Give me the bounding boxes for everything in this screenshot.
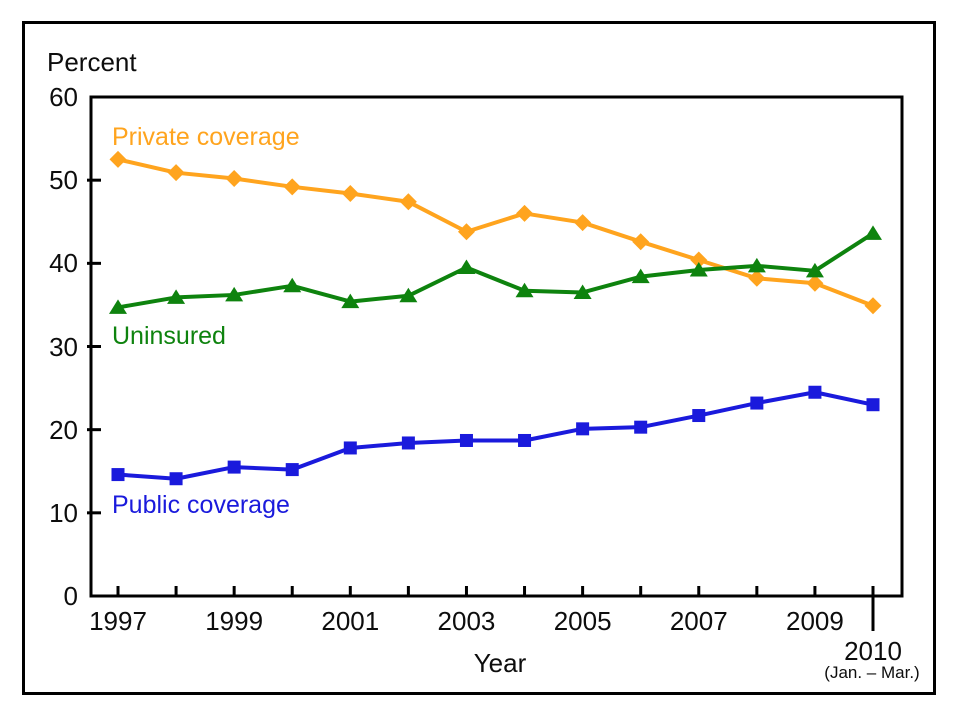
uninsured-line xyxy=(117,231,875,310)
x-axis-ticks xyxy=(116,586,875,631)
data-point xyxy=(631,268,650,284)
x-tick-label-2005: 2005 xyxy=(553,606,612,636)
data-point xyxy=(399,193,417,211)
data-point xyxy=(574,214,592,232)
public-coverage-line xyxy=(117,390,874,481)
y-tick-label-60: 60 xyxy=(49,82,78,112)
y-axis-ticks xyxy=(87,178,101,515)
uninsured-markers xyxy=(109,225,882,314)
data-point xyxy=(864,297,882,315)
data-point xyxy=(225,286,244,302)
private-coverage-line xyxy=(117,157,874,308)
y-tick-label-20: 20 xyxy=(49,414,78,445)
data-point xyxy=(169,472,183,486)
data-point xyxy=(225,170,243,188)
data-point xyxy=(283,277,302,293)
x-tick-sublabel-jan-mar: (Jan. – Mar.) xyxy=(824,663,920,682)
data-point xyxy=(341,293,360,309)
data-point xyxy=(401,436,415,450)
data-point xyxy=(573,284,592,299)
data-point xyxy=(747,257,766,273)
y-tick-label-40: 40 xyxy=(49,248,78,279)
data-point xyxy=(515,282,534,298)
data-point xyxy=(285,463,299,477)
data-point xyxy=(167,289,186,304)
data-point xyxy=(167,164,185,182)
data-point xyxy=(805,262,824,278)
data-point xyxy=(632,233,650,251)
data-point xyxy=(399,287,418,303)
x-tick-label-1997: 1997 xyxy=(89,606,147,636)
data-point xyxy=(634,420,648,434)
data-point xyxy=(518,433,532,447)
x-tick-label-2001: 2001 xyxy=(321,606,380,636)
data-point xyxy=(863,225,882,240)
data-point xyxy=(109,299,127,314)
private-coverage-markers xyxy=(109,150,882,315)
y-tick-label-30: 30 xyxy=(49,331,78,362)
data-point xyxy=(227,460,241,474)
series-public-coverage xyxy=(111,385,880,486)
x-axis-title: Year xyxy=(473,648,527,678)
data-point xyxy=(750,396,764,410)
data-point xyxy=(748,269,766,287)
figure-frame xyxy=(22,21,936,695)
y-axis-title: Percent xyxy=(47,47,137,77)
data-point xyxy=(341,184,359,202)
series-uninsured xyxy=(109,225,882,314)
public-coverage-markers xyxy=(111,385,880,486)
x-tick-label-2009: 2009 xyxy=(786,606,844,636)
x-tick-label-2003: 2003 xyxy=(437,606,496,636)
data-point xyxy=(576,422,590,436)
series-label-uninsured: Uninsured xyxy=(112,322,226,350)
data-point xyxy=(111,468,125,482)
data-point xyxy=(343,441,357,455)
data-point xyxy=(808,385,822,399)
data-point xyxy=(689,261,708,277)
series-label-private-coverage: Private coverage xyxy=(112,123,300,151)
data-point xyxy=(283,178,301,196)
data-point xyxy=(459,433,473,447)
x-tick-label-2010: 2010 xyxy=(844,636,902,666)
data-point xyxy=(109,150,127,168)
data-point xyxy=(457,223,475,241)
x-tick-label-1999: 1999 xyxy=(205,606,264,636)
data-point xyxy=(806,274,824,292)
x-tick-label-2007: 2007 xyxy=(669,606,728,636)
data-point xyxy=(516,204,534,222)
y-tick-label-10: 10 xyxy=(49,497,78,528)
series-label-public-coverage: Public coverage xyxy=(112,491,290,519)
data-point xyxy=(866,398,880,412)
data-point xyxy=(692,409,706,423)
series-private-coverage xyxy=(109,150,882,315)
data-point xyxy=(457,259,476,274)
y-tick-label-0: 0 xyxy=(63,581,78,611)
y-tick-label-50: 50 xyxy=(49,165,78,196)
data-point xyxy=(690,251,708,269)
